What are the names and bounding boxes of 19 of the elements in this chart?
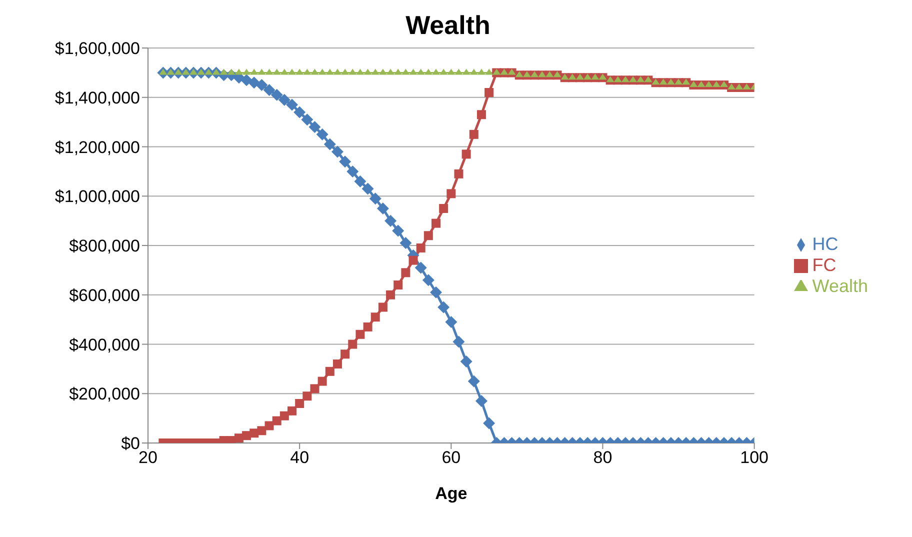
x-tick-label: 80 [593, 448, 612, 468]
x-axis-title: Age [435, 484, 468, 503]
legend-label: FC [812, 255, 836, 275]
y-tick-label: $800,000 [69, 236, 140, 256]
y-tick-label: $1,200,000 [54, 138, 140, 157]
y-tick-label: $1,600,000 [54, 39, 140, 58]
chart-title: Wealth [404, 10, 492, 41]
x-tick-label: 20 [138, 448, 158, 468]
legend-label: Wealth [812, 276, 868, 296]
y-tick-label: $200,000 [69, 384, 140, 404]
legend-label: HC [812, 234, 838, 254]
x-tick-label: 100 [740, 448, 768, 468]
x-tick-label: 60 [442, 448, 461, 468]
x-tick-label: 40 [290, 448, 310, 468]
y-tick-label: $1,000,000 [54, 187, 140, 206]
y-tick-label: $600,000 [69, 286, 140, 305]
y-tick-label: $400,000 [69, 335, 140, 354]
y-tick-label: $1,400,000 [54, 88, 140, 108]
y-tick-label: $0 [121, 434, 140, 454]
